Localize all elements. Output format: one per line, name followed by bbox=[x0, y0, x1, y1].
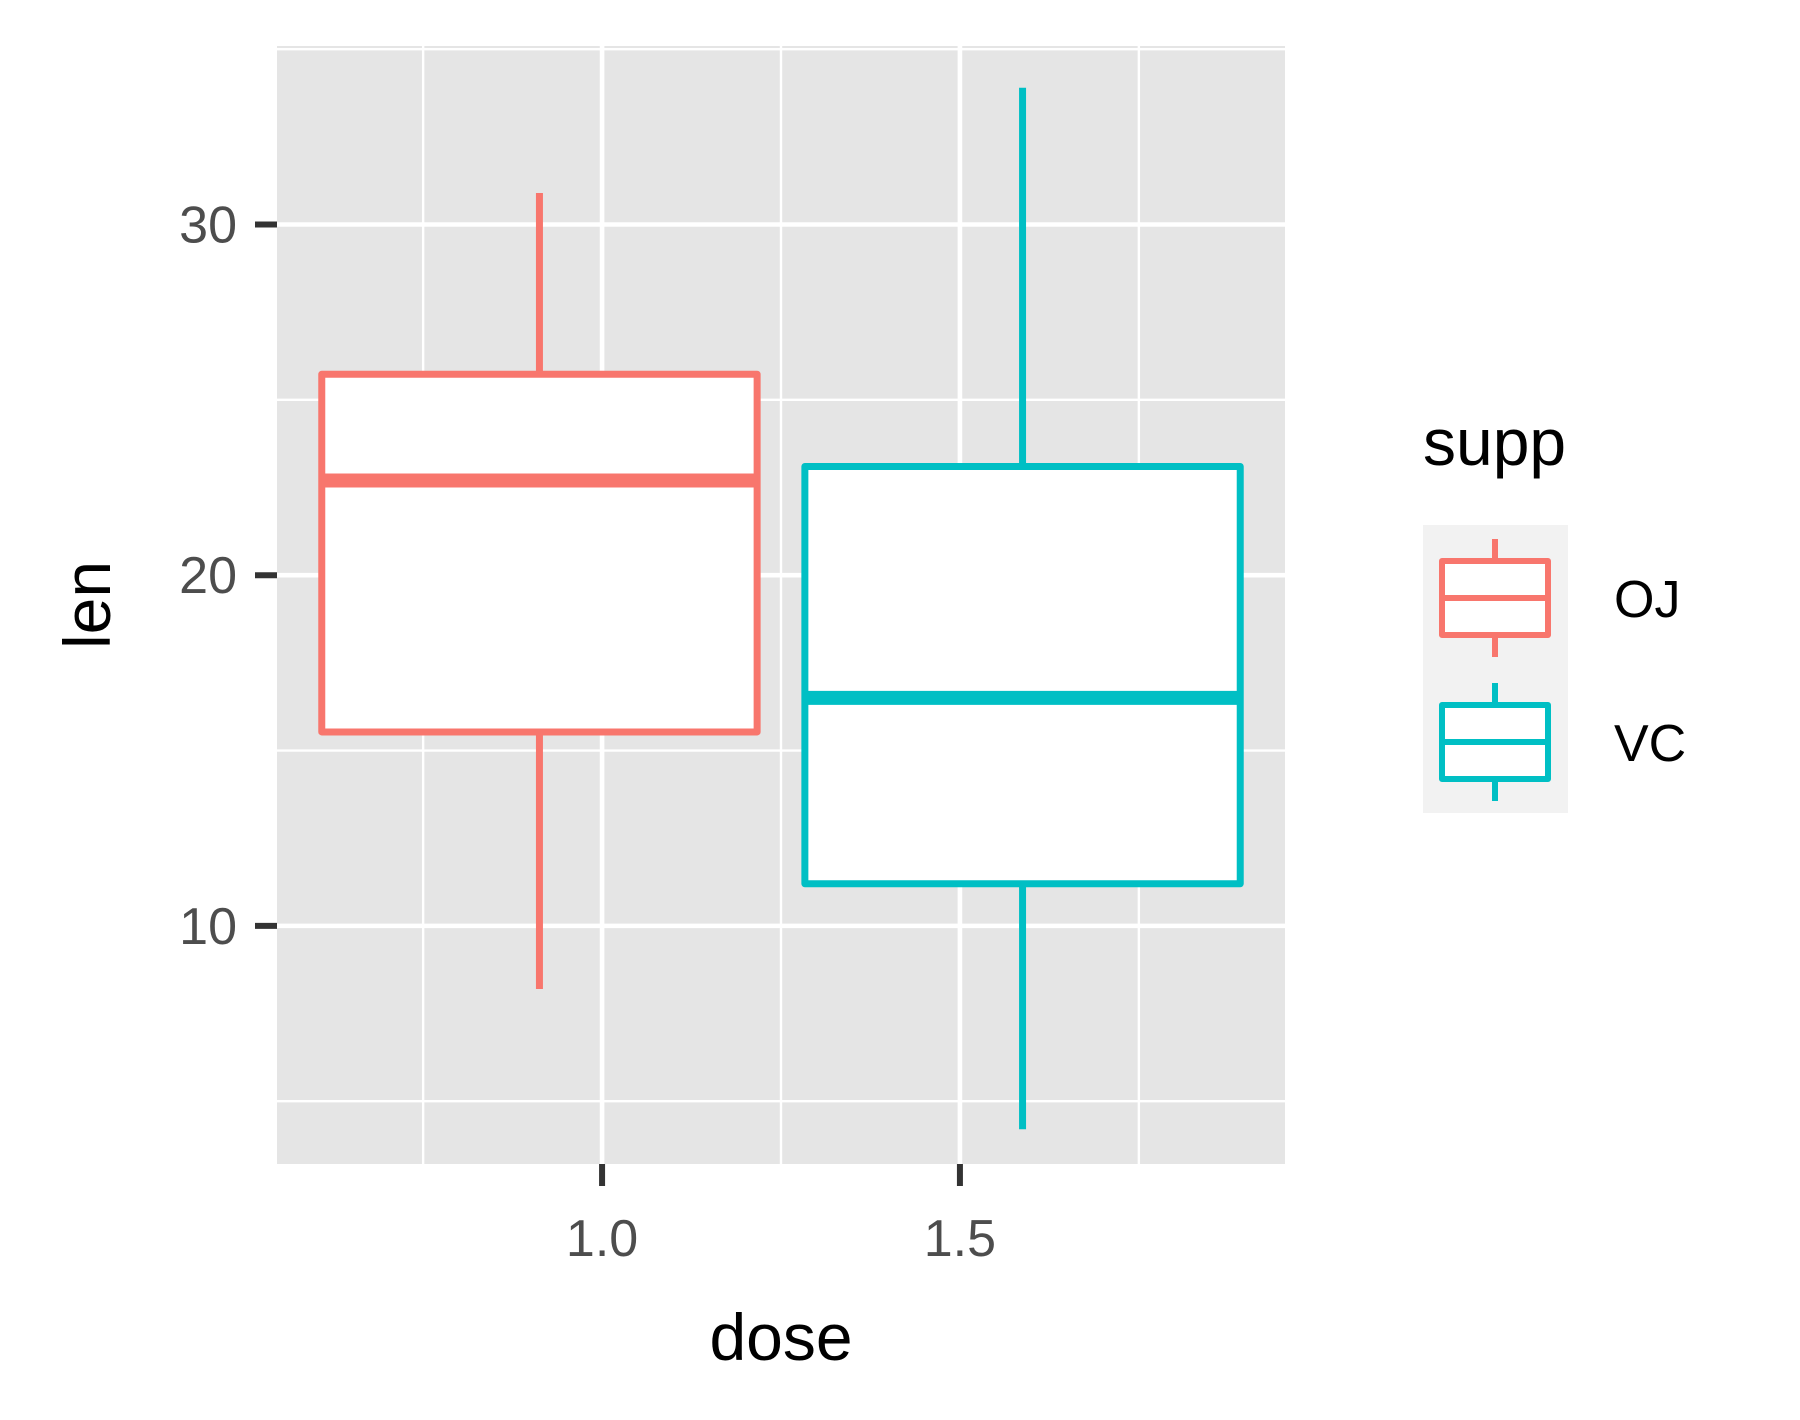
y-tick-label: 30 bbox=[179, 197, 237, 255]
x-axis: 1.0 1.5 bbox=[566, 1164, 996, 1268]
box-iqr bbox=[801, 462, 1244, 888]
box-vc bbox=[801, 87, 1244, 1130]
legend-label-vc: VC bbox=[1614, 715, 1686, 773]
x-axis-title: dose bbox=[709, 1300, 852, 1374]
legend-label-oj: OJ bbox=[1614, 571, 1680, 629]
box-oj bbox=[318, 192, 761, 990]
legend: supp OJ VC bbox=[1423, 405, 1686, 813]
y-axis: 10 20 30 bbox=[179, 197, 277, 956]
x-tick-label: 1.5 bbox=[924, 1210, 996, 1268]
y-axis-title: len bbox=[50, 561, 124, 649]
legend-key-vc: VC bbox=[1439, 683, 1686, 801]
legend-title: supp bbox=[1423, 405, 1566, 479]
box-iqr bbox=[318, 370, 761, 736]
y-tick-label: 10 bbox=[179, 898, 237, 956]
y-tick-label: 20 bbox=[179, 547, 237, 605]
legend-key-oj: OJ bbox=[1439, 539, 1680, 657]
box-series bbox=[318, 87, 1244, 1130]
x-tick-label: 1.0 bbox=[566, 1210, 638, 1268]
